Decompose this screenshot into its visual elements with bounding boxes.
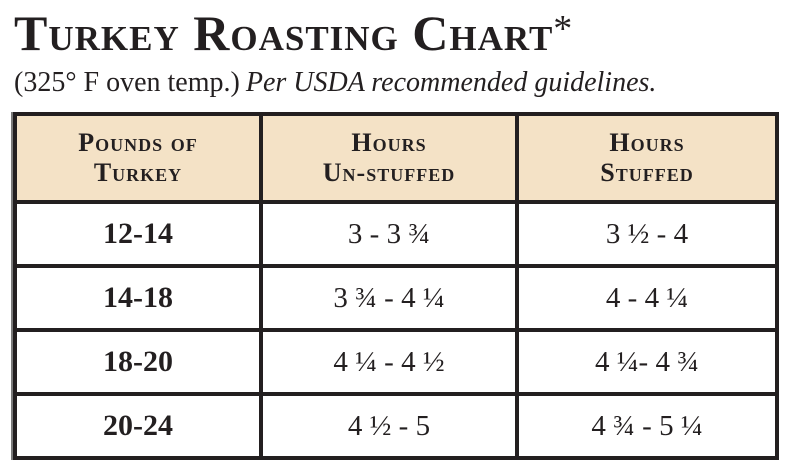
column-header-stuffed: Hours Stuffed: [515, 112, 779, 204]
column-header-line: Hours: [609, 128, 685, 157]
table-row: 14-18 3 ¾ - 4 ¼ 4 - 4 ¼: [13, 264, 779, 332]
column-header-line: Turkey: [93, 158, 183, 187]
table-row: 12-14 3 - 3 ¾ 3 ½ - 4: [13, 200, 779, 268]
column-header-line: Un-stuffed: [322, 158, 456, 187]
cell-stuffed: 4 ¾ - 5 ¼: [515, 392, 779, 460]
cell-unstuffed: 3 ¾ - 4 ¼: [259, 264, 519, 332]
oven-temp-note: (325° F oven temp.): [14, 67, 240, 98]
column-header-pounds: Pounds of Turkey: [13, 112, 263, 204]
cell-stuffed: 3 ½ - 4: [515, 200, 779, 268]
cell-pounds: 14-18: [13, 264, 263, 332]
table-row: 20-24 4 ½ - 5 4 ¾ - 5 ¼: [13, 392, 779, 460]
cell-pounds: 20-24: [13, 392, 263, 460]
column-header-line: Stuffed: [600, 158, 694, 187]
cell-unstuffed: 4 ½ - 5: [259, 392, 519, 460]
table-header-row: Pounds of Turkey Hours Un-stuffed Hours …: [13, 112, 779, 204]
column-header-line: Pounds of: [78, 128, 198, 157]
cell-stuffed: 4 - 4 ¼: [515, 264, 779, 332]
column-header-unstuffed: Hours Un-stuffed: [259, 112, 519, 204]
usda-guideline-note: Per USDA recommended guidelines.: [245, 67, 657, 98]
footnote-asterisk: *: [553, 8, 574, 50]
cell-pounds: 12-14: [13, 200, 263, 268]
cell-stuffed: 4 ¼- 4 ¾: [515, 328, 779, 396]
column-header-line: Hours: [351, 128, 427, 157]
chart-title-text: Turkey Roasting Chart: [14, 5, 554, 61]
cell-unstuffed: 4 ¼ - 4 ½: [259, 328, 519, 396]
chart-title: Turkey Roasting Chart*: [14, 2, 573, 64]
table-row: 18-20 4 ¼ - 4 ½ 4 ¼- 4 ¾: [13, 328, 779, 396]
roasting-table: Pounds of Turkey Hours Un-stuffed Hours …: [13, 112, 779, 460]
cell-unstuffed: 3 - 3 ¾: [259, 200, 519, 268]
cell-pounds: 18-20: [13, 328, 263, 396]
chart-subtitle: (325° F oven temp.) Per USDA recommended …: [14, 66, 656, 100]
